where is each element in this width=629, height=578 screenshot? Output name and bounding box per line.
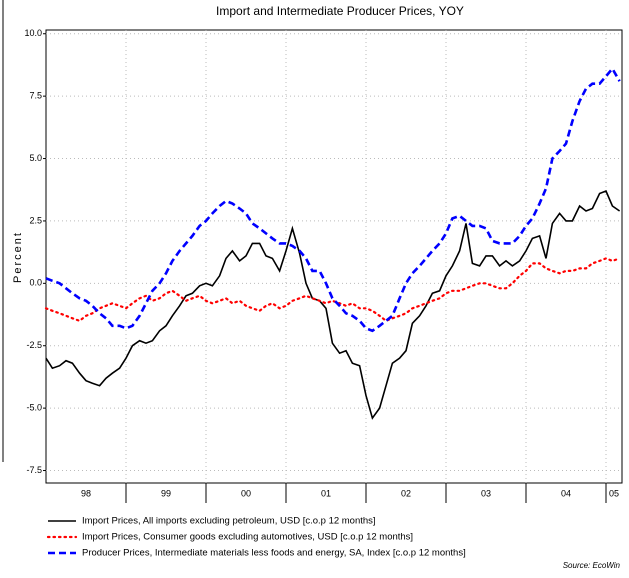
- y-tick-label: -7.5: [26, 465, 42, 475]
- plot-frame: [45, 29, 623, 484]
- y-tick-label: 7.5: [29, 91, 42, 101]
- x-tick-label: 04: [561, 488, 571, 498]
- x-tick-label: 05: [609, 488, 619, 498]
- y-axis-label: Percent: [12, 231, 24, 283]
- series-line: [45, 189, 621, 420]
- y-tick-label: 2.5: [29, 215, 42, 225]
- legend-label: Producer Prices, Intermediate materials …: [82, 548, 466, 559]
- legend-label: Import Prices, Consumer goods excluding …: [82, 532, 413, 543]
- y-tick-label: 10.0: [24, 28, 42, 38]
- y-tick-label: -2.5: [26, 340, 42, 350]
- series-line: [45, 66, 621, 333]
- x-tick-label: 01: [321, 488, 331, 498]
- source: Source: EcoWin: [563, 561, 621, 570]
- y-tick-label: -5.0: [26, 402, 42, 412]
- legend-label: Import Prices, All imports excluding pet…: [82, 516, 376, 527]
- x-tick-label: 03: [481, 488, 491, 498]
- chart-title: Import and Intermediate Producer Prices,…: [216, 4, 464, 18]
- y-tick-label: 5.0: [29, 153, 42, 163]
- x-tick-label: 99: [161, 488, 171, 498]
- y-tick-label: 0.0: [29, 278, 42, 288]
- x-tick-label: 00: [241, 488, 251, 498]
- series-line: [44, 257, 621, 323]
- x-tick-label: 02: [401, 488, 411, 498]
- x-tick-label: 98: [81, 488, 91, 498]
